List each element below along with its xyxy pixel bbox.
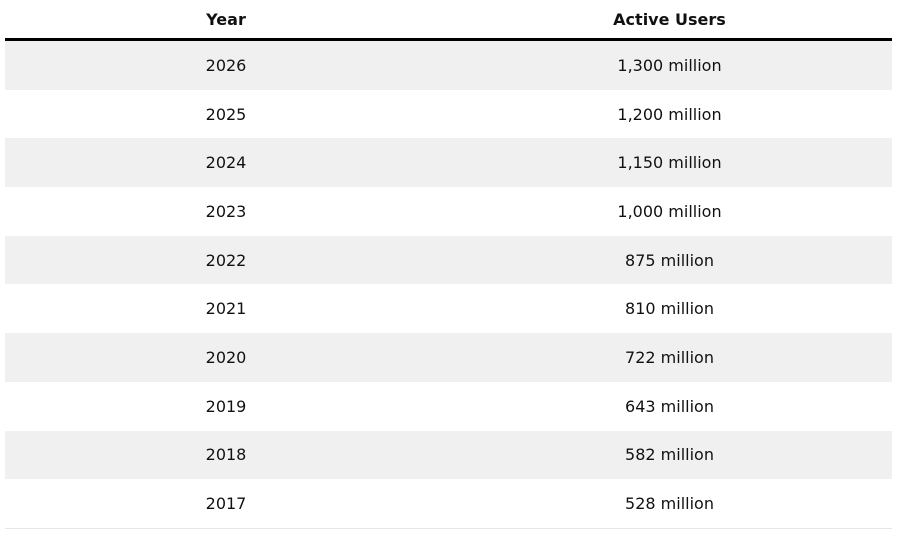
year-cell: 2020 (205, 347, 247, 367)
users-cell: 875 million (625, 250, 714, 270)
table-row: 2021 810 million (5, 284, 892, 333)
table-row: 2026 1,300 million (5, 39, 892, 90)
header-row: Year Active Users (5, 0, 892, 41)
users-cell: 1,150 million (617, 153, 722, 173)
users-cell: 722 million (625, 347, 714, 367)
year-cell: 2026 (205, 55, 247, 75)
users-cell: 528 million (625, 494, 714, 514)
year-cell: 2018 (205, 445, 247, 465)
table-row: 2025 1,200 million (5, 90, 892, 139)
year-cell: 2025 (205, 104, 247, 124)
data-table: Year Active Users 2026 1,300 million 2025 1… (5, 0, 892, 529)
header-cell: Year (5, 0, 447, 41)
year-cell: 2022 (205, 250, 247, 270)
table-row: 2024 1,150 million (5, 138, 892, 188)
users-cell: 1,300 million (617, 55, 722, 75)
table-row: 2023 1,000 million (5, 187, 892, 236)
header-cell: Active Users (447, 0, 892, 41)
table-head: Year Active Users (5, 0, 892, 41)
table-row: 2022 875 million (5, 235, 892, 285)
users-cell: 1,000 million (617, 201, 722, 221)
table-row: 2017 528 million (5, 479, 892, 529)
table-row: 2019 643 million (5, 382, 892, 431)
users-cell: 810 million (625, 299, 714, 319)
table-body: 2026 1,300 million 2025 1,200 million 2024 1,… (5, 39, 892, 529)
users-cell: 643 million (625, 396, 714, 416)
year-cell: 2023 (205, 201, 247, 221)
users-cell: 582 million (625, 445, 714, 465)
table-row: 2018 582 million (5, 430, 892, 480)
year-cell: 2024 (205, 153, 247, 173)
year-cell: 2017 (205, 494, 247, 514)
users-cell: 1,200 million (617, 104, 722, 124)
table-row: 2020 722 million (5, 333, 892, 382)
year-cell: 2019 (205, 396, 247, 416)
year-cell: 2021 (205, 299, 247, 319)
